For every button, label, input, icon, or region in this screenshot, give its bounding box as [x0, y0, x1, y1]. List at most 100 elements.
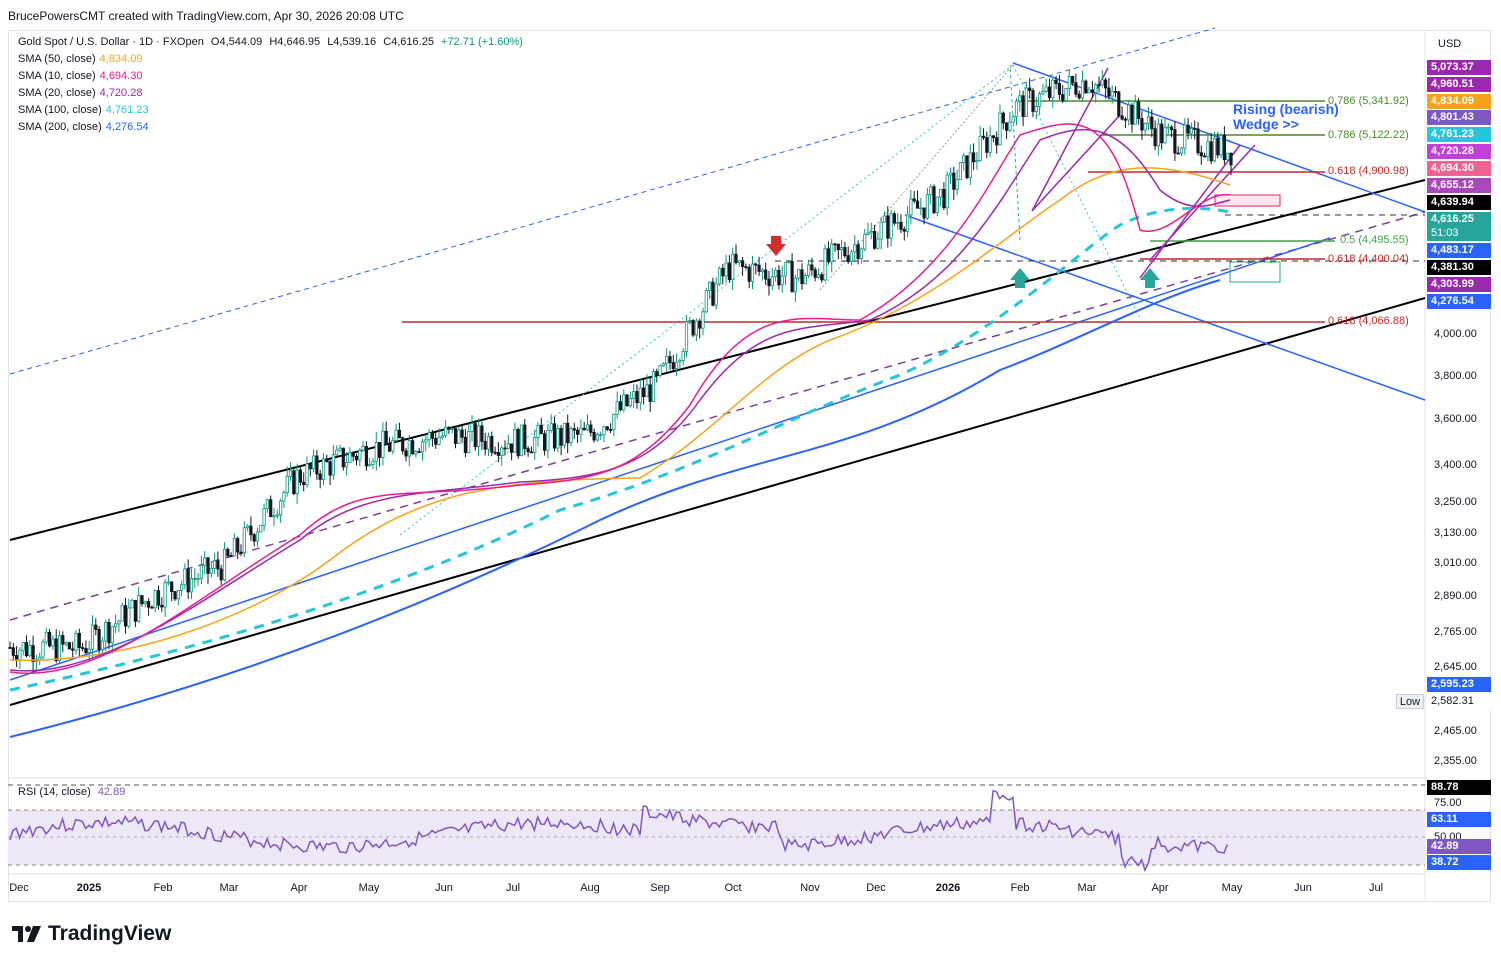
candle-body — [767, 278, 771, 287]
candle-body — [391, 440, 395, 452]
candle-body — [549, 423, 553, 431]
candle-body — [618, 401, 623, 411]
rsi-pane — [8, 784, 1425, 873]
candle-body — [780, 275, 784, 286]
x-tick: May — [1221, 882, 1243, 894]
fib-label: 0.5 (4,495.55) — [1340, 234, 1409, 246]
candle-body — [252, 534, 256, 542]
candle-body — [397, 429, 402, 439]
currency-label[interactable]: USD — [1438, 38, 1462, 50]
sma-200-line — [9, 279, 1221, 738]
candle-body — [311, 455, 316, 470]
candle-body — [589, 424, 593, 433]
candle-body — [447, 426, 451, 430]
candle-body — [335, 449, 339, 456]
candle-body — [906, 214, 910, 232]
price-tag: 4,720.28 — [1427, 144, 1491, 159]
candle-body — [711, 281, 715, 306]
dotted-retrace — [1012, 64, 1141, 319]
sma-legend-row[interactable]: SMA (10, close) 4,694.30 — [18, 68, 149, 85]
candle-body — [496, 452, 501, 456]
candle-body — [536, 424, 540, 438]
candle-body — [206, 557, 210, 574]
candle-body — [1189, 127, 1193, 134]
candle-body — [371, 460, 375, 465]
candle-body — [87, 648, 91, 654]
candle-body — [476, 425, 481, 448]
candle-body — [546, 429, 550, 451]
candle-body — [892, 213, 897, 224]
sma-legend-row[interactable]: SMA (20, close) 4,720.28 — [18, 85, 149, 102]
vertical-dotted — [1009, 64, 1021, 241]
candle-body — [308, 463, 312, 470]
candle-body — [1034, 106, 1038, 112]
candle-body — [84, 648, 88, 654]
price-tag: 2,595.23 — [1427, 677, 1491, 692]
sma-label: SMA (100, close) — [18, 104, 102, 116]
candle-body — [869, 230, 873, 234]
price-tick: 3,010.00 — [1434, 557, 1477, 569]
tradingview-logo[interactable]: TradingView — [12, 922, 171, 946]
candle-body — [377, 442, 382, 458]
rsi-value: 42.89 — [97, 786, 126, 798]
candle-body — [724, 262, 728, 277]
candle-body — [962, 155, 966, 163]
candle-body — [348, 452, 352, 463]
candle-body — [1001, 112, 1005, 124]
candle-body — [929, 186, 933, 195]
candle-body — [107, 621, 111, 644]
candle-body — [28, 645, 32, 657]
candle-body — [1024, 87, 1028, 117]
candle-body — [331, 454, 336, 476]
rsi-tag: 63.11 — [1427, 812, 1491, 827]
sell-arrow-icon — [766, 236, 786, 256]
candle-body — [972, 152, 976, 163]
candle-body — [1150, 116, 1154, 130]
candle-body — [783, 261, 788, 277]
candle-body — [523, 424, 527, 450]
candle-body — [734, 253, 738, 263]
candle-body — [203, 557, 207, 566]
candle-body — [509, 443, 514, 453]
candle-body — [196, 577, 200, 580]
candle-body — [757, 264, 761, 272]
candle-body — [1071, 76, 1075, 84]
candle-body — [595, 434, 600, 441]
candle-body — [156, 590, 161, 606]
candle-body — [302, 481, 306, 486]
candle-body — [361, 446, 365, 451]
sma-legend-row[interactable]: SMA (200, close) 4,276.54 — [18, 119, 149, 136]
rsi-legend: RSI (14, close) 42.89 — [18, 786, 125, 798]
candle-body — [526, 448, 530, 453]
chart-credit: BrucePowersCMT created with TradingView.… — [8, 9, 404, 23]
candle-body — [919, 207, 923, 210]
candle-body — [615, 401, 619, 415]
rsi-tick: 75.00 — [1434, 797, 1462, 809]
candle-body — [708, 281, 712, 291]
sma-legend-row[interactable]: SMA (100, close) 4,761.23 — [18, 102, 149, 119]
candle-body — [955, 179, 959, 190]
candle-body — [556, 428, 560, 449]
sma-legend-row[interactable]: SMA (50, close) 4,834.09 — [18, 51, 149, 68]
candle-body — [249, 525, 253, 536]
candle-body — [354, 455, 359, 461]
low-label: Low — [1396, 694, 1424, 709]
candle-body — [133, 599, 137, 622]
candle-body — [368, 464, 372, 467]
candle-body — [1067, 76, 1071, 89]
candle-body — [1110, 90, 1114, 97]
candle-body — [54, 638, 58, 662]
candle-body — [922, 207, 926, 219]
candle-body — [846, 255, 850, 262]
candle-body — [731, 253, 735, 281]
candle-body — [569, 428, 573, 444]
candle-body — [490, 435, 494, 453]
candle-body — [480, 425, 484, 442]
candle-body — [1222, 134, 1226, 161]
candle-body — [543, 433, 547, 451]
candle-body — [229, 555, 233, 558]
candle-body — [935, 196, 939, 214]
candle-body — [774, 269, 778, 278]
last-price-tag: 4,616.25 — [1427, 212, 1491, 227]
